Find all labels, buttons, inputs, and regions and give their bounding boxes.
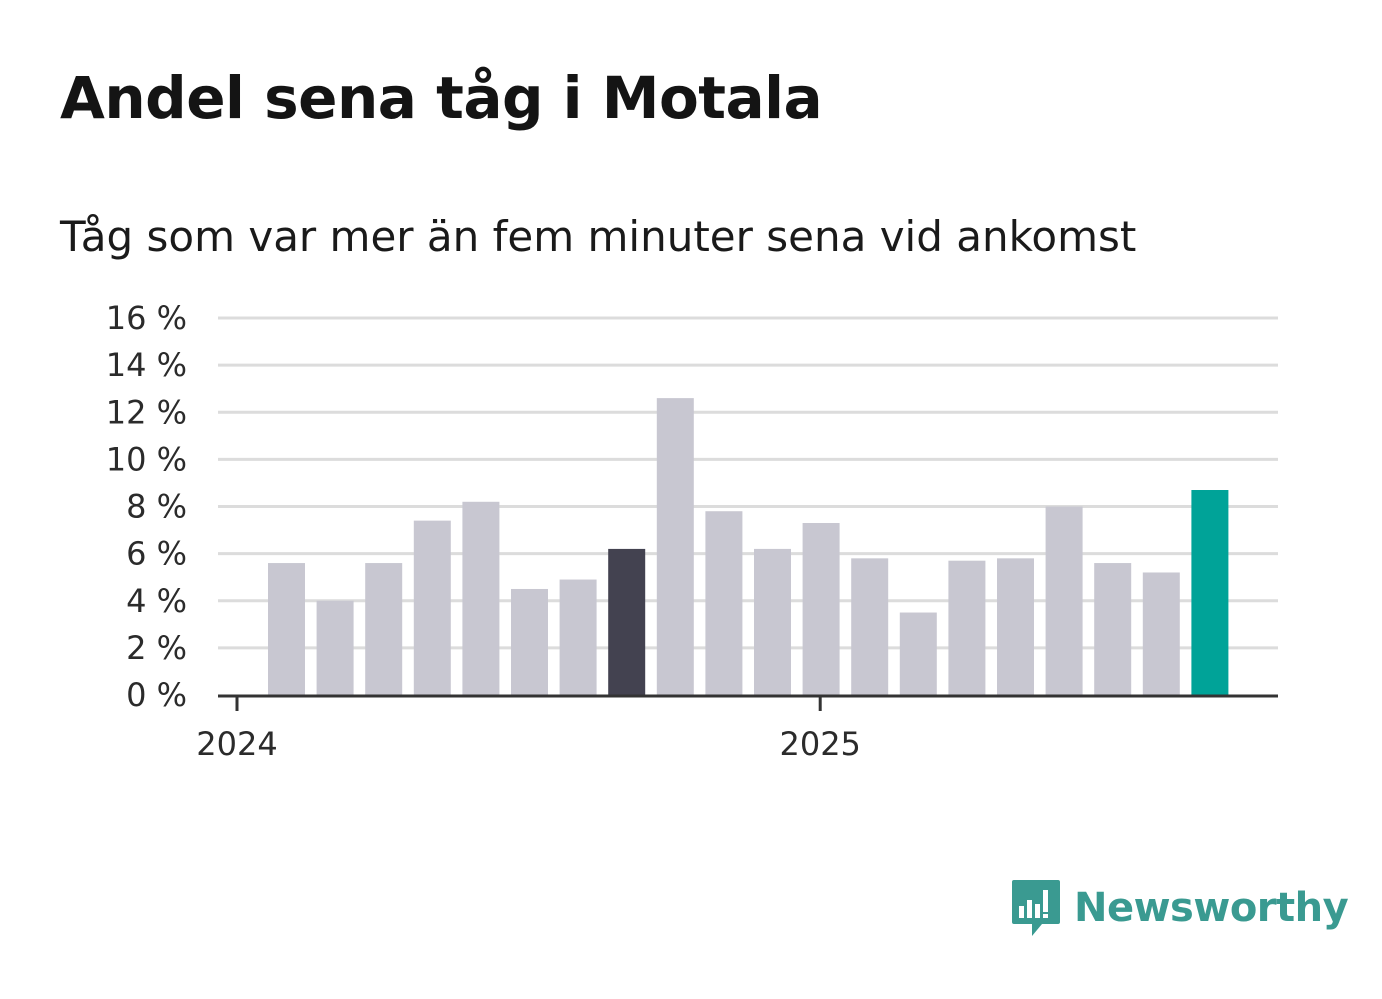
bar-2024-02 [316, 600, 354, 695]
bar-2024-06 [511, 588, 548, 695]
chart-title: Andel sena tåg i Motala [60, 64, 823, 132]
brand-logo: Newsworthy [1010, 878, 1349, 938]
y-tick-label: 14 % [106, 346, 187, 384]
y-tick-label: 10 % [106, 440, 187, 478]
bar-2024-08 [608, 548, 646, 695]
bar-2024-03 [365, 563, 403, 695]
bar-2025-08 [1191, 490, 1229, 695]
bar-2024-04 [413, 520, 451, 695]
bar-2024-01 [268, 563, 305, 695]
chart-subtitle: Tåg som var mer än fem minuter sena vid … [60, 212, 1137, 261]
gridlines [218, 316, 1278, 650]
x-tick-label: 2025 [779, 725, 860, 763]
x-axis-tick-labels: 2024 2025 [196, 696, 861, 763]
y-tick-label: 16 % [106, 299, 187, 337]
bar-2024-12 [802, 522, 840, 695]
brand-name: Newsworthy [1074, 885, 1349, 931]
y-tick-label: 4 % [126, 582, 187, 620]
bar-2025-05 [1045, 506, 1083, 695]
bar-2024-09 [656, 398, 694, 695]
y-tick-label: 6 % [126, 535, 187, 573]
bar-2025-02 [899, 612, 937, 695]
bar-2024-11 [754, 548, 791, 695]
bar-2025-07 [1142, 572, 1180, 695]
y-tick-label: 2 % [126, 629, 187, 667]
y-axis-tick-labels: 0 % 2 % 4 % 6 % 8 % 10 % 12 % 14 % 16 % [106, 299, 187, 714]
y-tick-label: 0 % [126, 676, 187, 714]
bar-2025-01 [851, 558, 889, 695]
bars [268, 398, 1229, 695]
bar-2025-06 [1094, 563, 1132, 695]
x-tick-label: 2024 [196, 725, 277, 763]
newsworthy-logo-icon [1012, 880, 1060, 936]
bar-2024-10 [705, 511, 743, 695]
bar-2025-03 [948, 560, 986, 695]
y-tick-label: 12 % [106, 393, 187, 431]
y-tick-label: 8 % [126, 488, 187, 526]
bar-2024-07 [559, 579, 597, 695]
bar-2025-04 [997, 558, 1034, 695]
bar-2024-05 [462, 501, 500, 695]
